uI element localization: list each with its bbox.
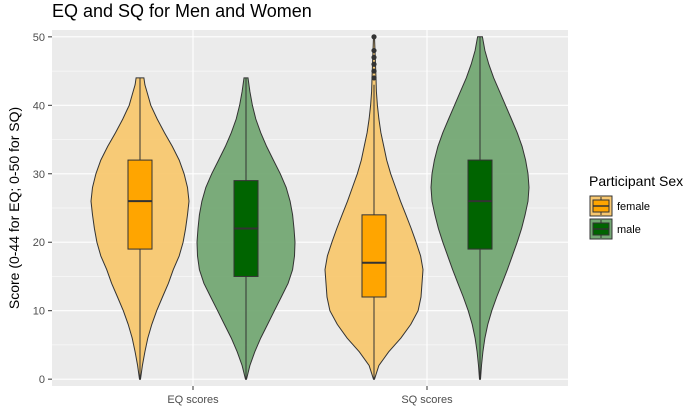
x-tick-label: EQ scores: [167, 394, 219, 406]
outlier-point: [371, 47, 377, 54]
x-tick-label: SQ scores: [401, 394, 453, 406]
y-axis-ticks: 0 10 20 30 40 50: [33, 32, 52, 386]
box-male-sq: [467, 159, 493, 250]
y-tick-label: 20: [33, 237, 45, 249]
legend-label-female: female: [617, 201, 650, 213]
outlier-point: [371, 34, 377, 40]
outlier-point: [371, 61, 377, 67]
legend-label-male: male: [617, 224, 641, 236]
outlier-point: [371, 54, 377, 60]
legend: Participant Sex female male: [589, 173, 683, 240]
chart-title: EQ and SQ for Men and Women: [52, 1, 312, 21]
y-tick-label: 40: [33, 100, 45, 112]
outlier-point: [371, 75, 377, 81]
violins: [90, 34, 530, 380]
box-female-sq: [361, 214, 387, 298]
y-axis-title: Score (0-44 for EQ; 0-50 for SQ): [6, 107, 22, 309]
x-axis-ticks: EQ scores SQ scores: [167, 386, 453, 406]
y-tick-label: 10: [33, 306, 45, 318]
y-tick-label: 50: [33, 32, 45, 44]
box-female-eq: [127, 159, 153, 250]
legend-title: Participant Sex: [589, 173, 683, 189]
y-tick-label: 0: [39, 374, 45, 386]
y-tick-label: 30: [33, 169, 45, 181]
outlier-point: [371, 68, 377, 74]
